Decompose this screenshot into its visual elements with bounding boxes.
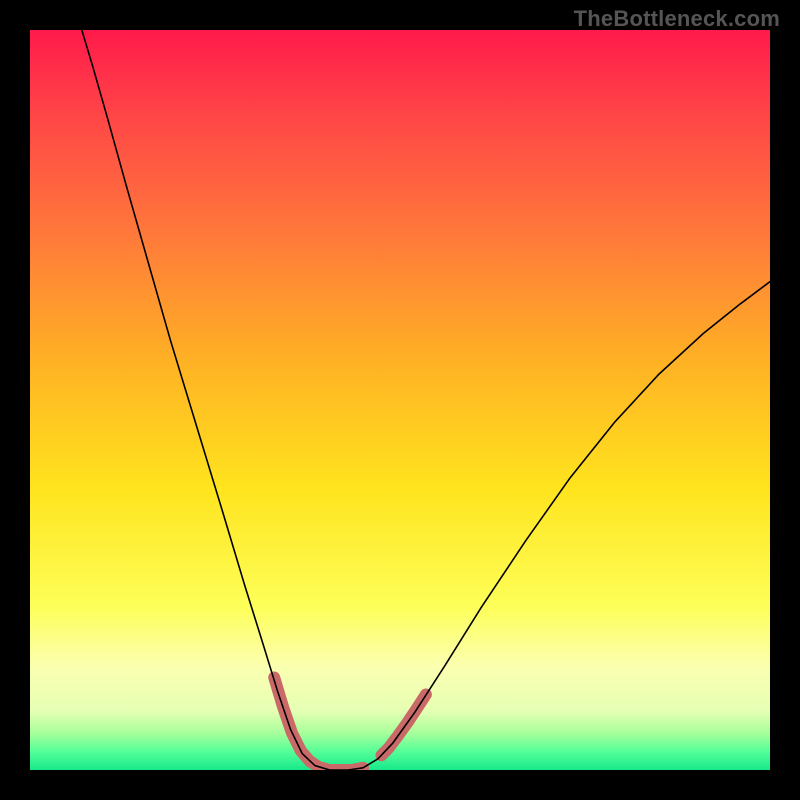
gradient-background — [30, 30, 770, 770]
plot-svg — [30, 30, 770, 770]
plot-area — [30, 30, 770, 770]
watermark-text: TheBottleneck.com — [574, 6, 780, 32]
chart-frame: TheBottleneck.com — [0, 0, 800, 800]
